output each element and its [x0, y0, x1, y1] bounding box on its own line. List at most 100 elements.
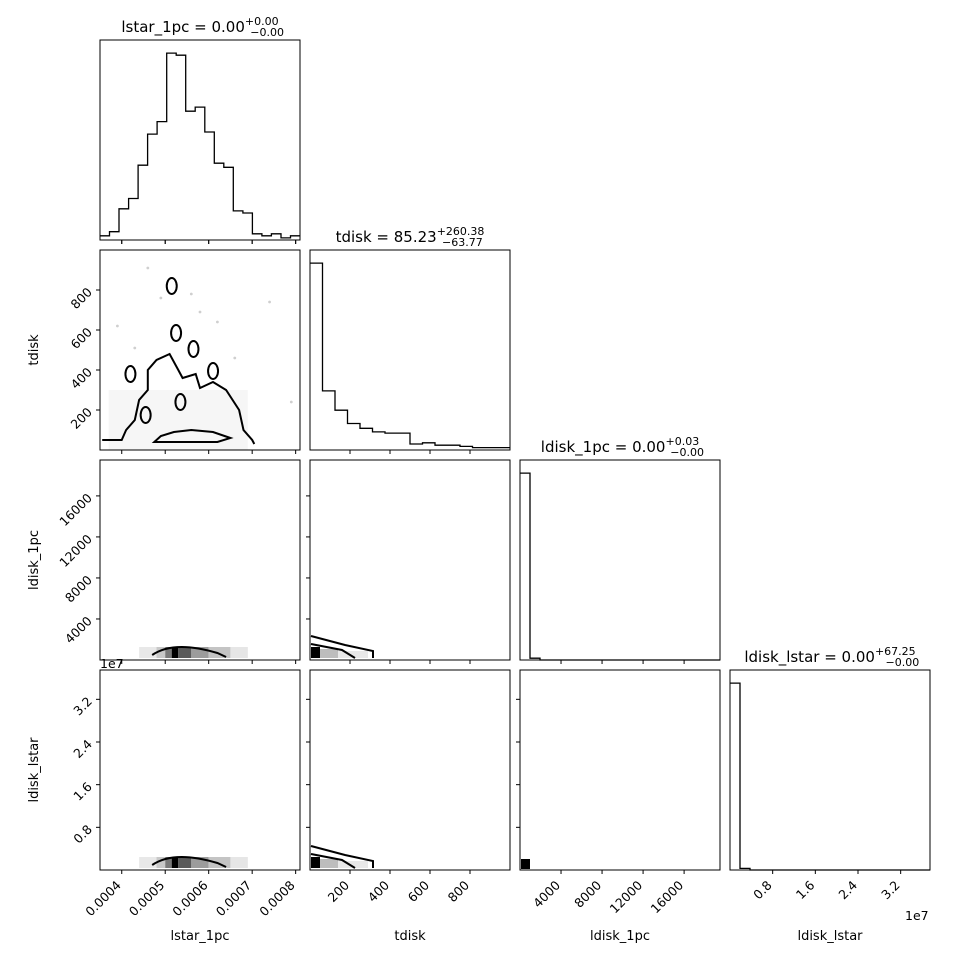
scatter-point: [289, 400, 293, 404]
contour-island: [187, 340, 200, 358]
density-cell: [230, 857, 248, 868]
histogram-tdisk: [310, 262, 510, 449]
x-tick-label: 4000: [530, 877, 563, 910]
contour-line: [310, 853, 356, 869]
y-tick-label: 3.2: [70, 694, 95, 719]
title-lower-error: −0.00: [886, 656, 920, 669]
y-tick-label: 1.6: [70, 779, 95, 804]
scatter-point: [215, 320, 219, 324]
x-tick-label: 0.0004: [82, 877, 124, 919]
x-tick-label: 8000: [571, 878, 604, 911]
title-value: tdisk = 85.23: [336, 228, 437, 246]
title-value: ldisk_1pc = 0.00: [541, 438, 666, 457]
y-tick-label: 400: [67, 364, 95, 392]
density-cell: [208, 857, 231, 868]
density-cell: [230, 647, 248, 658]
x-axis-label-lstar_1pc: lstar_1pc: [171, 929, 230, 944]
y-tick-label: 2.4: [70, 736, 95, 761]
panel-frame: [309, 249, 511, 451]
title-lower-error: −0.00: [250, 26, 284, 39]
panel-frame: [99, 249, 301, 451]
contour-island: [170, 324, 183, 342]
contour-island: [124, 365, 137, 383]
x-tick-label: 1.6: [793, 877, 818, 902]
x-tick-label: 0.8: [750, 878, 775, 903]
density-cell: [521, 859, 530, 869]
title-upper-error: +0.03: [665, 435, 699, 448]
contour-inner: [151, 428, 234, 443]
panel-title-lstar_1pc: lstar_1pc = 0.00+0.00: [121, 15, 278, 37]
title-upper-error: +0.00: [245, 15, 279, 28]
panel-title-tdisk: tdisk = 85.23+260.38: [336, 225, 485, 246]
y-axis-label-ldisk_lstar: ldisk_lstar: [27, 737, 42, 803]
title-lower-error: −63.77: [442, 236, 483, 249]
scatter-point: [268, 300, 271, 304]
x-tick-label: 16000: [647, 877, 686, 916]
x-tick-label: 0.0007: [213, 878, 255, 920]
panel-frame: [309, 669, 511, 871]
x-axis-label-ldisk_lstar: ldisk_lstar: [797, 929, 863, 944]
y-tick-label: 800: [67, 284, 95, 312]
density-cell: [338, 651, 368, 658]
x-offset-label: 1e7: [905, 908, 929, 923]
contour-line: [151, 645, 227, 658]
density-cell: [320, 649, 338, 658]
contour-island: [207, 362, 220, 380]
y-tick-label: 4000: [62, 613, 95, 646]
density-cell: [320, 859, 338, 868]
panel-frame: [99, 669, 301, 871]
density-cell: [191, 647, 209, 658]
y-tick-label: 600: [67, 324, 95, 352]
density-cell: [338, 861, 368, 868]
y-tick-label: 16000: [56, 490, 95, 529]
x-axis-label-tdisk: tdisk: [394, 929, 426, 944]
x-axis-label-ldisk_1pc: ldisk_1pc: [590, 929, 650, 944]
x-tick-label: 3.2: [878, 878, 903, 903]
y-tick-label: 200: [67, 404, 95, 432]
contour-island: [165, 277, 178, 295]
density-cell: [178, 647, 192, 658]
panel-frame: [519, 459, 721, 661]
x-tick-label: 600: [405, 877, 433, 905]
x-tick-label: 800: [445, 877, 473, 905]
contour-outer: [102, 352, 256, 445]
density-cell: [208, 647, 231, 658]
density-cell: [165, 647, 172, 658]
panel-frame: [729, 669, 931, 871]
scatter-point: [133, 346, 137, 350]
title-value: ldisk_lstar = 0.00: [744, 648, 875, 667]
x-tick-label: 2.4: [835, 877, 860, 902]
scatter-point: [115, 324, 119, 328]
panel-frame: [99, 39, 301, 241]
title-upper-error: +67.25: [875, 645, 916, 658]
x-tick-label: 400: [365, 877, 393, 905]
histogram-ldisk_lstar: [730, 682, 930, 871]
y-offset-label: 1e7: [100, 656, 124, 671]
contour-line: [310, 845, 374, 868]
panel-frame: [99, 459, 301, 661]
scatter-point: [189, 292, 193, 296]
density-cell: [165, 857, 172, 868]
x-tick-label: 12000: [606, 877, 645, 916]
x-tick-label: 200: [325, 877, 353, 905]
x-tick-label: 0.0005: [126, 878, 168, 920]
density-cell: [139, 857, 157, 868]
density-layer: [108, 266, 530, 869]
title-lower-error: −0.00: [670, 446, 704, 459]
scatter-point: [198, 310, 202, 314]
title-upper-error: +260.38: [437, 225, 485, 238]
density-cell: [311, 857, 320, 868]
x-tick-label: 0.0006: [169, 877, 211, 919]
panel-title-ldisk_lstar: ldisk_lstar = 0.00+67.25: [744, 645, 915, 667]
contour-line: [310, 643, 356, 659]
contour-island: [174, 393, 187, 411]
scatter-point: [146, 266, 150, 270]
histogram-ldisk_1pc: [520, 472, 720, 661]
line-layer: [100, 52, 930, 871]
y-tick-label: 0.8: [70, 822, 95, 847]
density-cell: [156, 857, 166, 868]
panel-frame: [519, 669, 721, 871]
contour-island: [139, 406, 152, 424]
